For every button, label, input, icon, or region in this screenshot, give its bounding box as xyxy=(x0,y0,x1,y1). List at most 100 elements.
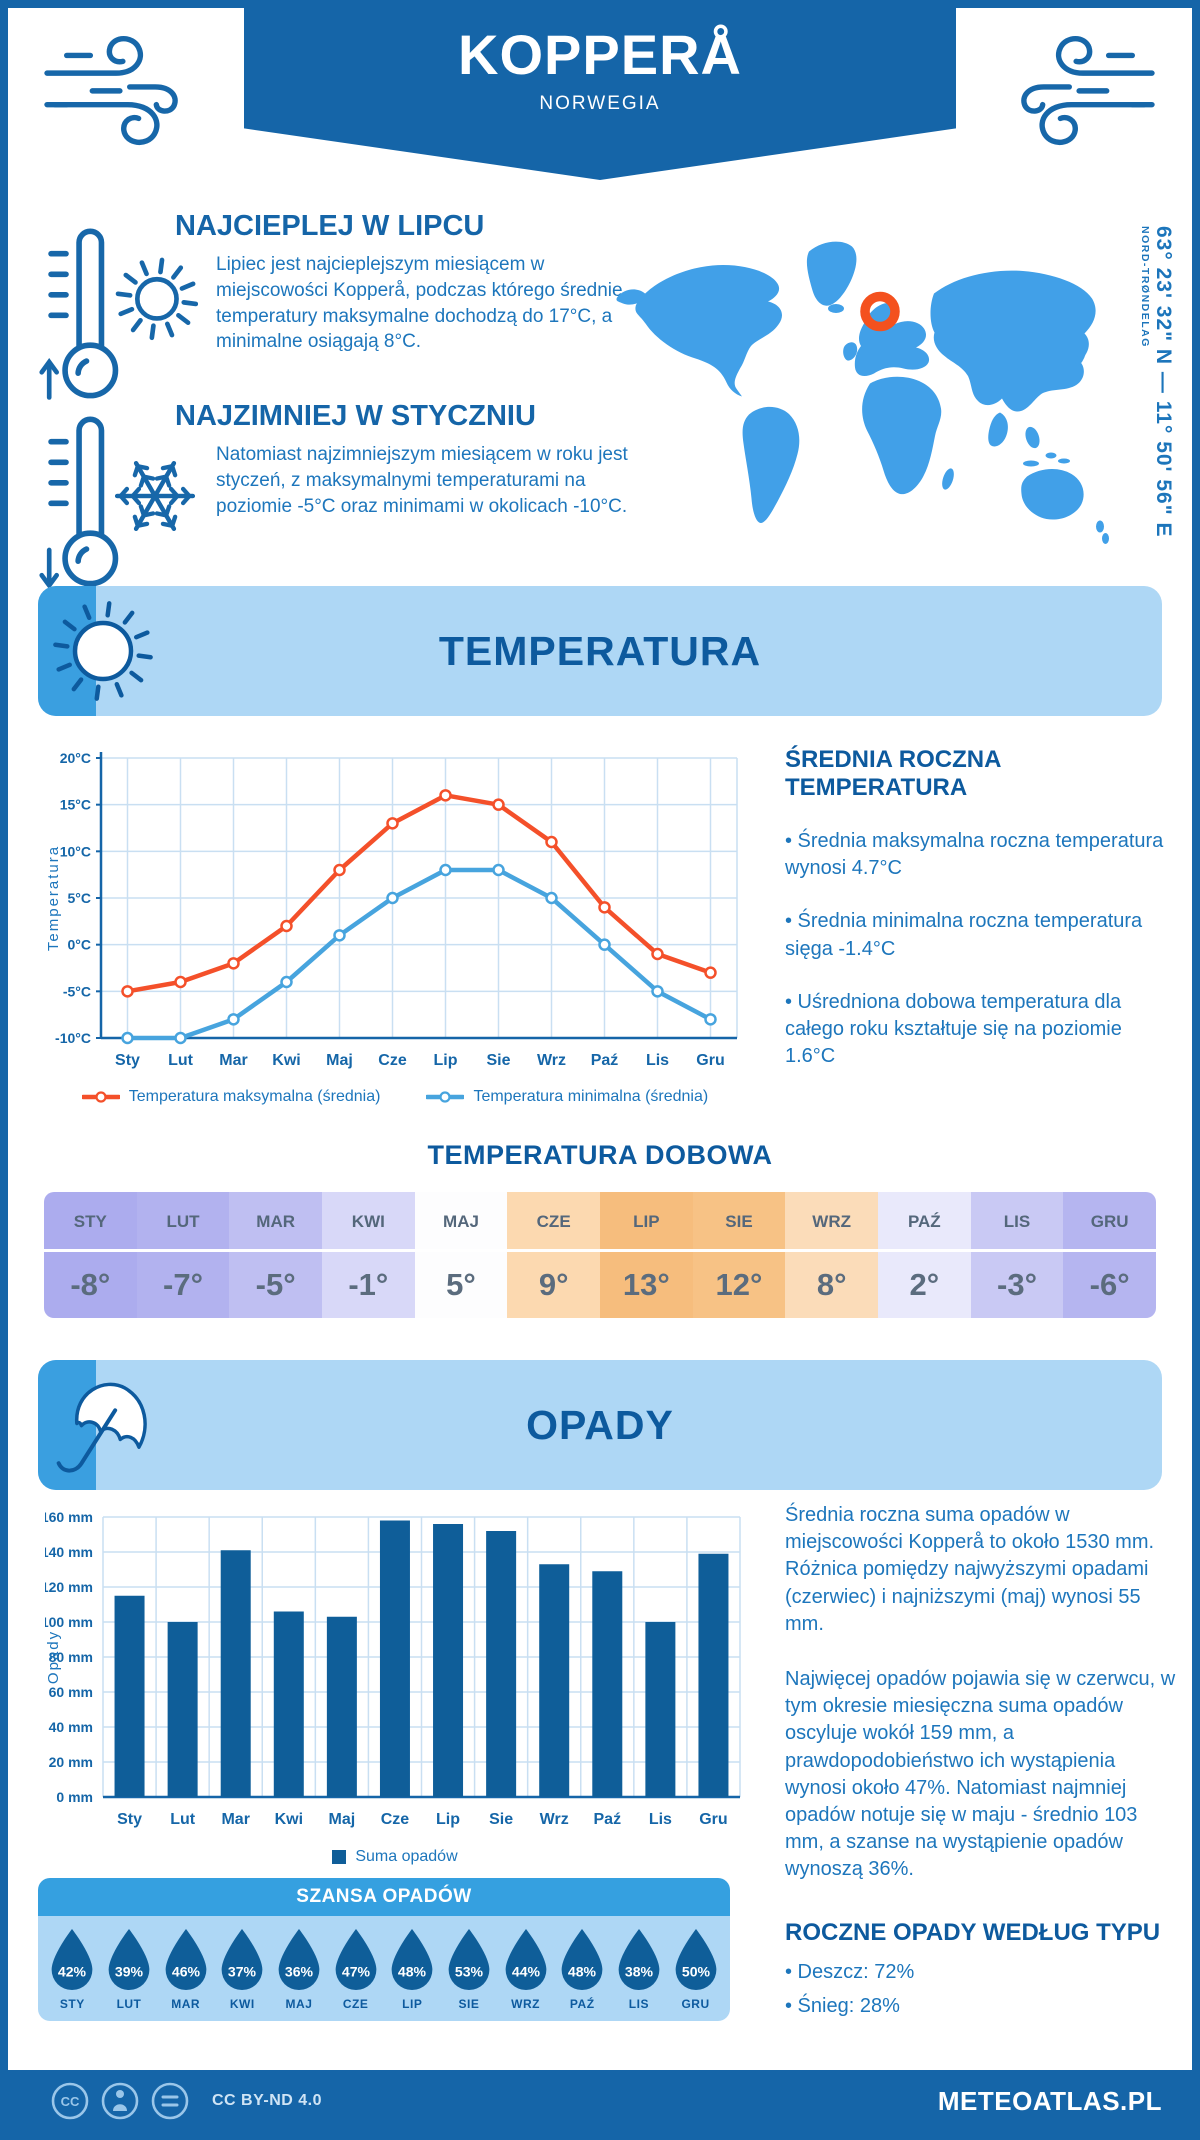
svg-text:36%: 36% xyxy=(285,1963,314,1979)
svg-text:Lis: Lis xyxy=(649,1811,672,1828)
coldest-title: NAJZIMNIEJ W STYCZNIU xyxy=(175,400,536,432)
raindrop-icon: 47% xyxy=(335,1928,376,1991)
daily-value-cell: 12° xyxy=(692,1252,786,1318)
raindrop-icon: 50% xyxy=(675,1928,716,1991)
svg-text:100 mm: 100 mm xyxy=(45,1614,93,1630)
license-text: CC BY-ND 4.0 xyxy=(212,2092,323,2109)
thermometer-down-icon xyxy=(39,416,119,590)
annual-bullet: • Uśredniona dobowa temperatura dla całe… xyxy=(785,990,1122,1068)
temperature-banner: TEMPERATURA xyxy=(38,586,1162,716)
world-map xyxy=(616,241,1109,544)
svg-text:20 mm: 20 mm xyxy=(49,1754,93,1770)
chance-month-label: KWI xyxy=(229,1997,255,2011)
raindrop-icon: 53% xyxy=(448,1928,490,1991)
sun-icon xyxy=(115,257,198,341)
svg-text:Lis: Lis xyxy=(646,1052,669,1069)
annual-temperature-block: ŚREDNIA ROCZNA TEMPERATURA • Średnia mak… xyxy=(785,746,1177,1070)
daily-value-cell: -3° xyxy=(970,1252,1064,1318)
chance-drop: 46% MAR xyxy=(160,1928,212,2011)
svg-text:15°C: 15°C xyxy=(60,797,91,813)
svg-text:Mar: Mar xyxy=(221,1811,249,1828)
svg-text:Gru: Gru xyxy=(696,1052,724,1069)
precipitation-banner: OPADY xyxy=(38,1360,1162,1490)
location-marker xyxy=(860,291,900,332)
cc-attribution-icon xyxy=(101,2082,139,2120)
svg-text:37%: 37% xyxy=(228,1963,257,1979)
daily-temperature-table: STY LUT MAR KWI MAJ CZE LIP SIE WRZ PAŹ LIS GRU -8° -… xyxy=(44,1192,1156,1318)
svg-text:0 mm: 0 mm xyxy=(56,1789,93,1805)
raindrop-icon: 48% xyxy=(391,1928,433,1991)
precipitation-bar-chart: 160 mm 140 mm 120 mm 100 mm 80 mm 60 mm 40 mm 2… xyxy=(45,1509,741,1828)
chance-month-label: GRU xyxy=(681,1997,710,2011)
chance-drop: 48% LIP xyxy=(386,1928,438,2011)
svg-text:50%: 50% xyxy=(681,1963,710,1979)
svg-text:Wrz: Wrz xyxy=(537,1052,566,1069)
svg-text:Maj: Maj xyxy=(326,1052,353,1069)
svg-text:80 mm: 80 mm xyxy=(49,1649,93,1665)
precipitation-paragraph: Najwięcej opadów pojawia się w czerwcu, … xyxy=(785,1667,1176,1881)
legend-item: Suma opadów xyxy=(332,1848,458,1866)
svg-text:140 mm: 140 mm xyxy=(45,1544,93,1560)
cc-icon: CC xyxy=(51,2082,89,2120)
annual-bullet: • Średnia minimalna roczna temperatura s… xyxy=(785,910,1143,960)
svg-text:46%: 46% xyxy=(172,1963,201,1979)
chance-month-label: STY xyxy=(59,1997,85,2011)
svg-text:Maj: Maj xyxy=(329,1811,356,1828)
daily-month-cell: WRZ xyxy=(785,1192,878,1252)
svg-text:53%: 53% xyxy=(455,1963,484,1979)
daily-month-cell: LIS xyxy=(970,1192,1064,1252)
svg-text:Gru: Gru xyxy=(699,1811,727,1828)
annual-temperature-title: ŚREDNIA ROCZNA TEMPERATURA xyxy=(785,746,1001,801)
chance-month-label: LUT xyxy=(116,1997,142,2011)
daily-value-cell: 9° xyxy=(507,1252,600,1318)
svg-text:10°C: 10°C xyxy=(60,843,91,859)
chance-drop: 47% CZE xyxy=(330,1928,382,2011)
svg-text:60 mm: 60 mm xyxy=(49,1684,93,1700)
site-name: METEOATLAS.PL xyxy=(937,2085,1162,2116)
raindrop-icon: 44% xyxy=(505,1928,546,1991)
chance-drop: 38% LIS xyxy=(613,1928,665,2011)
daily-month-cell: MAJ xyxy=(414,1192,508,1252)
daily-value-cell: 2° xyxy=(877,1252,971,1318)
svg-text:39%: 39% xyxy=(115,1963,144,1979)
precipitation-chance-panel: SZANSA OPADÓW 42% STY 39% LUT 46% MAR 37% KWI 36… xyxy=(38,1878,730,2021)
daily-month-cell: STY xyxy=(44,1192,137,1252)
chance-month-label: MAR xyxy=(171,1997,201,2011)
svg-text:47%: 47% xyxy=(342,1963,371,1979)
svg-text:-5°C: -5°C xyxy=(63,983,91,999)
svg-text:Sie: Sie xyxy=(489,1811,513,1828)
daily-temperature-title: TEMPERATURA DOBOWA xyxy=(427,1140,773,1170)
svg-text:Lip: Lip xyxy=(434,1052,458,1069)
annual-bullet: • Średnia maksymalna roczna temperatura … xyxy=(785,830,1164,880)
daily-month-cell: KWI xyxy=(321,1192,415,1252)
svg-text:Wrz: Wrz xyxy=(540,1811,569,1828)
precipitation-type-title: ROCZNE OPADY WEDŁUG TYPU xyxy=(785,1919,1161,1947)
chance-drop: 53% SIE xyxy=(443,1928,495,2011)
precipitation-text-block: Średnia roczna suma opadów w miejscowośc… xyxy=(785,1502,1177,2020)
svg-text:Lut: Lut xyxy=(168,1052,194,1069)
chance-drop: 37% KWI xyxy=(216,1928,268,2011)
daily-month-cell: SIE xyxy=(692,1192,786,1252)
chance-month-label: SIE xyxy=(458,1997,480,2011)
svg-text:40 mm: 40 mm xyxy=(49,1719,93,1735)
precipitation-chance-drops: 42% STY 39% LUT 46% MAR 37% KWI 36% MAJ 47% CZE 48% L… xyxy=(38,1916,730,2021)
chance-drop: 44% WRZ xyxy=(500,1928,552,2011)
daily-value-cell: -7° xyxy=(136,1252,230,1318)
svg-text:20°C: 20°C xyxy=(60,750,91,766)
precipitation-banner-title: OPADY xyxy=(526,1402,674,1448)
thermometer-up-icon xyxy=(39,228,119,400)
daily-month-cell: PAŹ xyxy=(877,1192,971,1252)
daily-month-cell: CZE xyxy=(507,1192,600,1252)
daily-value-cell: 8° xyxy=(785,1252,878,1318)
raindrop-icon: 38% xyxy=(618,1928,660,1991)
page-subtitle: NORWEGIA xyxy=(539,93,661,114)
daily-value-cell: -6° xyxy=(1063,1252,1156,1318)
page-title: KOPPERÅ xyxy=(458,23,742,86)
cc-nd-icon xyxy=(151,2082,189,2120)
precipitation-paragraph: Średnia roczna suma opadów w miejscowośc… xyxy=(785,1504,1155,1635)
region-text: NORD-TRØNDELAG xyxy=(1139,226,1151,348)
warmest-text: Lipiec jest najcieplejszym miesiącem w m… xyxy=(216,254,623,353)
chance-month-label: MAJ xyxy=(285,1997,313,2011)
daily-value-cell: -5° xyxy=(229,1252,322,1318)
coordinates-block: 63° 23' 32" N — 11° 50' 56" E NORD-TRØND… xyxy=(1139,226,1175,646)
